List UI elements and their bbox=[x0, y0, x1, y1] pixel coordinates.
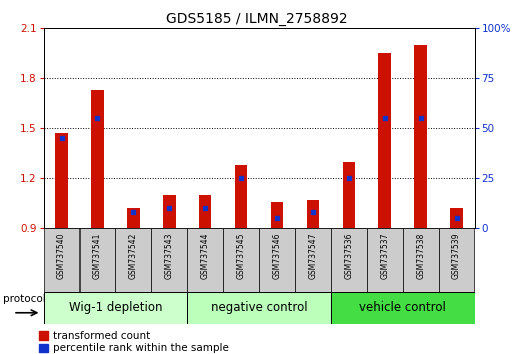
Text: GSM737547: GSM737547 bbox=[308, 232, 318, 279]
FancyBboxPatch shape bbox=[44, 292, 187, 324]
FancyBboxPatch shape bbox=[295, 228, 331, 292]
Bar bbox=[127, 208, 140, 228]
Bar bbox=[271, 202, 283, 228]
Text: GSM737537: GSM737537 bbox=[380, 232, 389, 279]
FancyBboxPatch shape bbox=[331, 292, 475, 324]
FancyBboxPatch shape bbox=[259, 228, 295, 292]
Text: GSM737546: GSM737546 bbox=[272, 232, 282, 279]
Text: protocol: protocol bbox=[3, 294, 45, 304]
FancyBboxPatch shape bbox=[151, 228, 187, 292]
Bar bbox=[235, 165, 247, 228]
Text: Wig-1 depletion: Wig-1 depletion bbox=[69, 302, 162, 314]
Text: GSM737545: GSM737545 bbox=[236, 232, 246, 279]
Text: GSM737536: GSM737536 bbox=[344, 232, 353, 279]
Text: GSM737540: GSM737540 bbox=[57, 232, 66, 279]
Text: vehicle control: vehicle control bbox=[359, 302, 446, 314]
FancyBboxPatch shape bbox=[80, 228, 115, 292]
Bar bbox=[415, 45, 427, 228]
FancyBboxPatch shape bbox=[187, 228, 223, 292]
Bar bbox=[91, 90, 104, 228]
Text: GSM737538: GSM737538 bbox=[416, 232, 425, 279]
Text: GDS5185 / ILMN_2758892: GDS5185 / ILMN_2758892 bbox=[166, 12, 347, 27]
Bar bbox=[343, 162, 355, 228]
Text: GSM737541: GSM737541 bbox=[93, 232, 102, 279]
Bar bbox=[163, 195, 175, 228]
FancyBboxPatch shape bbox=[439, 228, 475, 292]
FancyBboxPatch shape bbox=[115, 228, 151, 292]
Bar bbox=[307, 200, 319, 228]
FancyBboxPatch shape bbox=[44, 228, 80, 292]
Bar bbox=[450, 208, 463, 228]
Text: GSM737539: GSM737539 bbox=[452, 232, 461, 279]
FancyBboxPatch shape bbox=[331, 228, 367, 292]
Text: negative control: negative control bbox=[211, 302, 307, 314]
FancyBboxPatch shape bbox=[367, 228, 403, 292]
Bar bbox=[55, 133, 68, 228]
FancyBboxPatch shape bbox=[223, 228, 259, 292]
Text: GSM737543: GSM737543 bbox=[165, 232, 174, 279]
Text: GSM737544: GSM737544 bbox=[201, 232, 210, 279]
Legend: transformed count, percentile rank within the sample: transformed count, percentile rank withi… bbox=[38, 331, 229, 354]
FancyBboxPatch shape bbox=[403, 228, 439, 292]
Text: GSM737542: GSM737542 bbox=[129, 232, 138, 279]
Bar bbox=[379, 53, 391, 228]
Bar bbox=[199, 195, 211, 228]
FancyBboxPatch shape bbox=[187, 292, 331, 324]
